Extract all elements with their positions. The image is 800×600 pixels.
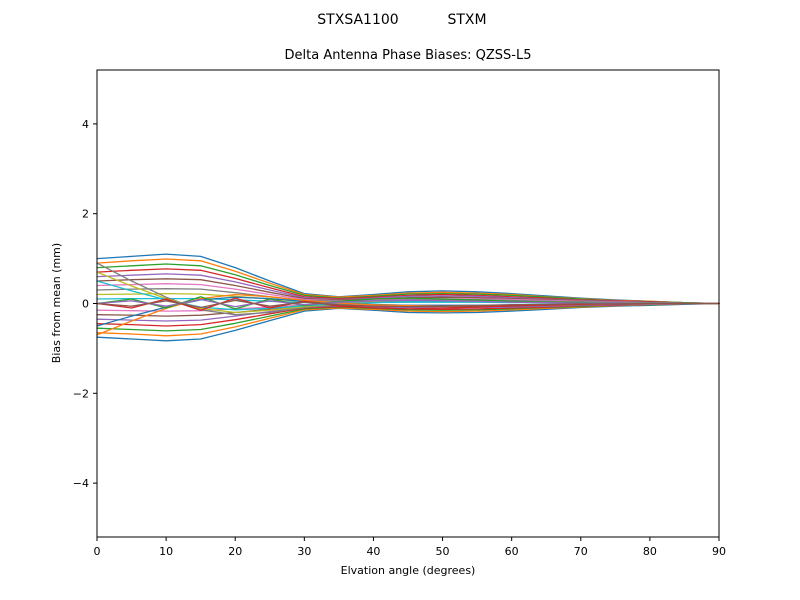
x-axis-label: Elvation angle (degrees)	[341, 564, 476, 577]
x-tick-label: 90	[712, 545, 726, 558]
x-tick-label: 80	[643, 545, 657, 558]
y-tick-label: −4	[73, 477, 89, 490]
series-line	[96, 299, 720, 309]
y-axis-label: Bias from mean (mm)	[50, 243, 63, 363]
figure-title-left: STXSA1100	[317, 12, 398, 28]
x-tick-label: 20	[228, 545, 242, 558]
y-tick-label: 2	[82, 208, 89, 221]
y-tick-label: 0	[82, 298, 89, 311]
x-tick-label: 30	[297, 545, 311, 558]
x-tick-label: 50	[436, 545, 450, 558]
y-tick-label: −2	[73, 387, 89, 400]
plot-area: 0 10 20 30 40 50 60 70 80 90 −4 −2 0 2 4	[73, 69, 726, 558]
x-tick-label: 60	[505, 545, 519, 558]
chart-title: Delta Antenna Phase Biases: QZSS-L5	[285, 48, 532, 63]
y-tick-label: 4	[82, 118, 89, 131]
series-line	[96, 298, 720, 308]
x-tick-label: 0	[94, 545, 101, 558]
figure-title-right: STXM	[447, 12, 486, 28]
x-tick-label: 10	[159, 545, 173, 558]
x-tick-label: 40	[366, 545, 380, 558]
x-tick-label: 70	[574, 545, 588, 558]
